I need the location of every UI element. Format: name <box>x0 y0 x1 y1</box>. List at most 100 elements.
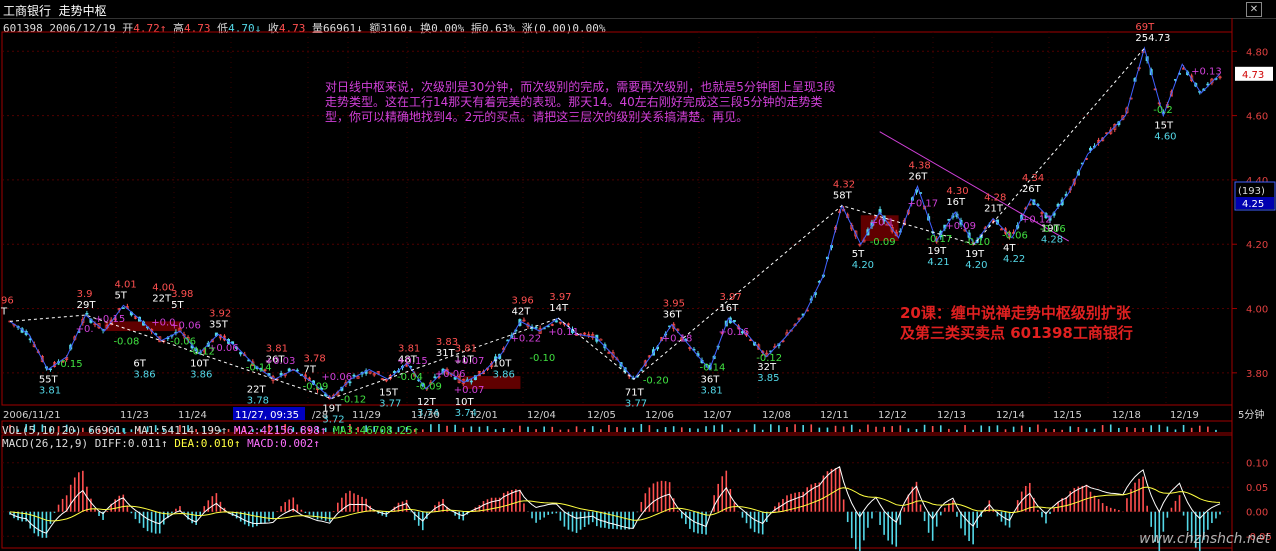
candle-body <box>886 221 890 226</box>
volume-bar <box>802 425 804 432</box>
candle-body <box>316 387 320 390</box>
volume-bar <box>1101 425 1104 432</box>
volume-bar <box>373 426 376 432</box>
volume-bar <box>591 426 594 432</box>
volume-bar <box>1198 425 1201 432</box>
change-label: +0.09 <box>945 221 976 232</box>
high-count-label: T <box>0 306 8 317</box>
high-count-label: 35T <box>209 319 229 330</box>
segment-line <box>9 47 1145 400</box>
candle-body <box>372 373 376 376</box>
title-bar: 工商银行 走势中枢 ✕ <box>0 0 1276 19</box>
close-icon[interactable]: ✕ <box>1246 2 1262 17</box>
volume-bar <box>494 429 497 432</box>
volume-bar <box>648 425 651 432</box>
high-price-label: 3.78 <box>304 353 326 364</box>
volume-bar <box>421 429 424 432</box>
candle-body <box>554 320 558 323</box>
volume-bar <box>697 428 699 432</box>
change-label: +0.0 <box>151 317 175 328</box>
volume-bar <box>430 424 432 432</box>
volume-bar <box>1182 424 1185 432</box>
volume-bar <box>9 424 11 432</box>
change-label: +0.06 <box>321 372 352 383</box>
volume-bar <box>559 429 562 432</box>
volume-bar <box>567 429 570 432</box>
volume-bar <box>956 429 958 432</box>
change-label: -0.10 <box>529 353 555 364</box>
date-label: 12/05 <box>587 410 616 421</box>
date-label: 12/01 <box>469 410 498 421</box>
high-price-label: 3.97 <box>719 292 741 303</box>
change-label: -0.06 <box>170 337 196 348</box>
date-label: 11/29 <box>352 410 381 421</box>
candle-body <box>251 361 255 367</box>
window-title: 工商银行 走势中枢 <box>3 4 107 18</box>
candle-body <box>1008 232 1012 238</box>
change-label: +0.1 <box>870 218 894 229</box>
high-count-label: 254.73 <box>1135 33 1170 44</box>
volume-bar <box>632 427 635 432</box>
low-count-label: 10T <box>493 359 513 370</box>
volume-bar <box>389 426 392 432</box>
volume-bar <box>583 428 586 432</box>
volume-bar <box>349 424 351 432</box>
date-label: /28 <box>312 410 328 421</box>
volume-bar <box>996 425 999 432</box>
high-count-label: 5T <box>171 300 184 311</box>
volume-bar <box>1109 424 1112 432</box>
lesson-title-line-1: 20课：缠中说禅走势中枢级别扩张 <box>900 304 1131 322</box>
date-label: 12/18 <box>1112 410 1141 421</box>
volume-bar <box>454 424 456 432</box>
candle-body <box>48 368 52 371</box>
volume-bar <box>1093 428 1096 432</box>
candle-body <box>736 325 740 329</box>
candle-body <box>902 220 906 226</box>
volume-bar <box>219 429 222 432</box>
volume-bar <box>786 427 788 432</box>
change-label: -0.06 <box>1002 231 1028 242</box>
candle-body <box>113 318 117 321</box>
low-count-label: 10T <box>455 397 475 408</box>
volume-bar <box>770 424 772 432</box>
volume-bar <box>640 424 643 432</box>
candle-body <box>1089 147 1093 151</box>
candle-body <box>133 316 137 319</box>
candle-body <box>583 332 587 335</box>
date-cursor-highlight <box>233 407 305 420</box>
volume-bar <box>381 429 384 432</box>
candle-body <box>356 376 360 379</box>
price-tick-label: 3.80 <box>1246 369 1268 380</box>
candle-body <box>263 369 267 372</box>
volume-bar <box>875 426 877 432</box>
volume-bar <box>341 426 343 432</box>
low-count-label: 71T <box>625 387 645 398</box>
volume-bar <box>1166 426 1169 432</box>
volume-bar <box>519 425 521 432</box>
change-label: -0.17 <box>926 234 952 245</box>
change-label: +0.16 <box>718 327 749 338</box>
low-price-label: 3.77 <box>625 398 647 409</box>
macd-tick-label: -0.05 <box>1246 532 1272 543</box>
change-label: +0.07 <box>454 385 485 396</box>
high-count-label: 5T <box>114 290 127 301</box>
volume-bar <box>308 428 311 432</box>
candle-body <box>740 331 744 334</box>
volume-bar <box>891 426 894 432</box>
stroke-line <box>9 46 1221 400</box>
low-price-label: 3.72 <box>322 415 344 426</box>
zhongshu-box <box>104 321 181 332</box>
candle-body <box>935 238 939 243</box>
high-count-label: 26T <box>266 355 286 366</box>
candle-body <box>348 381 352 384</box>
lesson-title: 20课：缠中说禅走势中枢级别扩张 及第三类买卖点 601398工商银行 <box>900 303 1133 343</box>
date-label: 11/27, 09:35 <box>235 410 299 421</box>
volume-bar <box>49 427 52 432</box>
lesson-title-line-2: 及第三类买卖点 601398工商银行 <box>900 324 1133 342</box>
volume-bar <box>680 427 683 432</box>
annotation-text: 对日线中枢来说，次级别是30分钟，而次级别的完成，需要再次级别，也就是5分钟图上… <box>325 80 836 124</box>
candle-body <box>121 307 125 309</box>
macd-tick-label: 0.10 <box>1246 459 1268 470</box>
volume-bar <box>365 425 367 432</box>
